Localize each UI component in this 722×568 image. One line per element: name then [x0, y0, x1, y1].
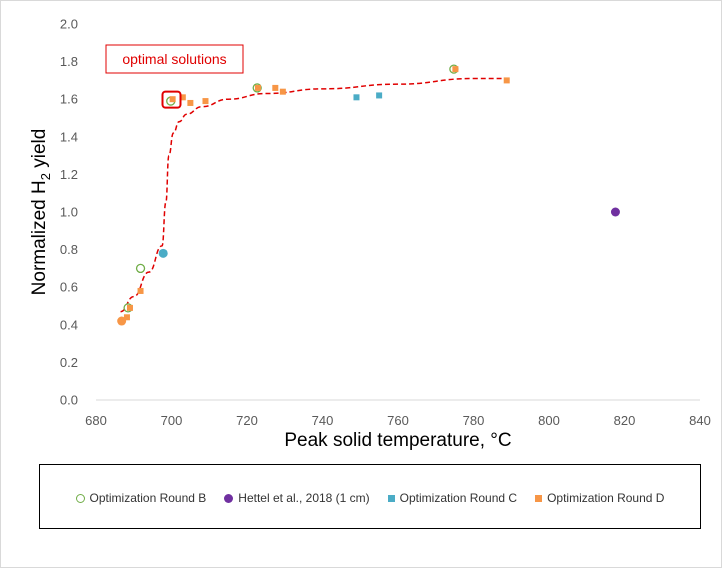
data-point-extra	[117, 316, 127, 326]
y-tick-label: 0.2	[60, 355, 78, 370]
data-point-series-3	[254, 84, 261, 91]
data-point-series-3	[126, 304, 133, 311]
data-point-extra	[158, 248, 168, 258]
legend-marker-open-circle	[75, 493, 85, 503]
x-tick-label: 700	[161, 413, 183, 428]
y-axis-title: Normalized H2 yield	[29, 129, 53, 296]
y-tick-label: 0.0	[60, 393, 78, 408]
data-point-series-3	[179, 94, 186, 101]
legend-label: Optimization Round B	[89, 491, 207, 505]
x-tick-label: 820	[614, 413, 636, 428]
y-tick-label: 2.0	[60, 17, 78, 32]
data-point-series-2	[353, 94, 360, 101]
x-tick-label: 680	[85, 413, 107, 428]
y-tick-label: 1.2	[60, 167, 78, 182]
y-tick-label: 1.8	[60, 54, 78, 69]
x-tick-label: 760	[387, 413, 409, 428]
legend-marker-purple-circle	[224, 493, 234, 503]
legend-label: Optimization Round C	[399, 491, 518, 505]
axes: 680 700 720 740 760 780 800 820 840 0.0 0.2 0.4 0.6…	[29, 17, 711, 452]
y-tick-label: 1.4	[60, 129, 78, 144]
x-tick-label: 780	[463, 413, 485, 428]
data-point-series-3	[279, 88, 286, 95]
data-point-series-3	[169, 96, 176, 103]
y-tick-label: 1.6	[60, 92, 78, 107]
x-axis-title: Peak solid temperature, °C	[284, 430, 511, 451]
trend-line	[120, 77, 504, 313]
data-point-series-3	[123, 314, 130, 321]
data-point-series-3	[452, 66, 459, 73]
x-tick-label: 840	[689, 413, 711, 428]
data-point-series-3	[187, 99, 194, 106]
y-tick-label: 1.0	[60, 205, 78, 220]
annotation-group: optimal solutions	[105, 44, 244, 109]
y-tick-label: 0.6	[60, 280, 78, 295]
data-point-series-2	[376, 92, 383, 99]
data-points	[117, 64, 620, 326]
annotation-text: optimal solutions	[122, 51, 226, 67]
x-tick-labels: 680 700 720 740 760 780 800 820 840	[85, 413, 711, 428]
legend-item-round-b: Optimization Round B	[75, 491, 207, 505]
legend-marker-orange-square	[535, 494, 543, 502]
legend-label: Optimization Round D	[547, 491, 665, 505]
annotation-highlight-box	[161, 90, 182, 109]
legend-label: Hettel et al., 2018 (1 cm)	[238, 491, 370, 505]
data-point-series-3	[137, 287, 144, 294]
data-point-series-1	[610, 207, 620, 217]
data-point-series-3	[202, 98, 209, 105]
x-tick-label: 740	[312, 413, 334, 428]
x-tick-label: 800	[538, 413, 560, 428]
legend-marker-teal-square	[387, 494, 395, 502]
y-tick-label: 0.4	[60, 317, 78, 332]
annotation-box	[105, 44, 244, 74]
legend-item-round-c: Optimization Round C	[387, 491, 518, 505]
legend: Optimization Round B Hettel et al., 2018…	[39, 464, 701, 529]
y-tick-labels: 0.0 0.2 0.4 0.6 0.8 1.0 1.2 1.4 1.6 1.8 2.0	[60, 17, 78, 408]
data-point-series-3	[503, 77, 510, 84]
legend-item-round-d: Optimization Round D	[535, 491, 664, 505]
y-tick-label: 0.8	[60, 242, 78, 257]
data-point-series-0	[135, 263, 146, 274]
data-point-series-3	[272, 84, 279, 91]
x-tick-label: 720	[236, 413, 258, 428]
legend-item-hettel: Hettel et al., 2018 (1 cm)	[224, 491, 370, 505]
